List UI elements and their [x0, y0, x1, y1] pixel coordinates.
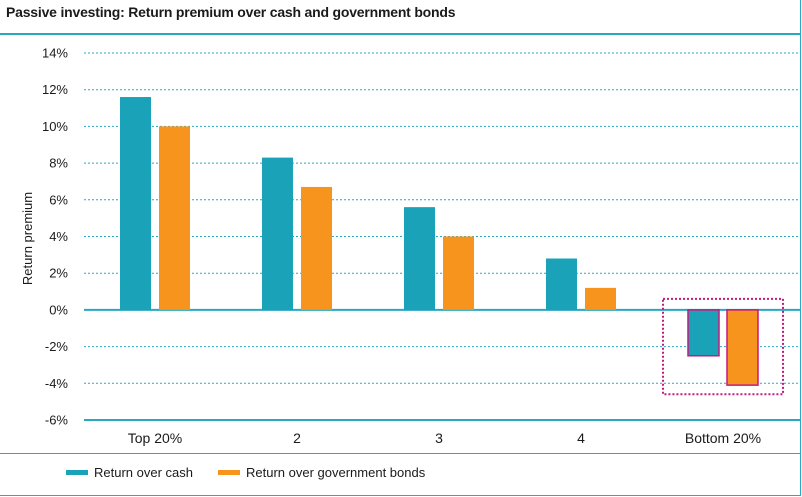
x-tick-label: Top 20% — [128, 430, 182, 446]
bar-return-over-cash — [546, 258, 577, 310]
legend-label-cash: Return over cash — [94, 464, 193, 480]
bar-return-over-cash — [404, 207, 435, 310]
y-tick-label: 14% — [42, 46, 68, 61]
y-tick-label: 0% — [49, 302, 68, 317]
y-tick-label: 6% — [49, 192, 68, 207]
bar-return-over-cash — [262, 157, 293, 310]
y-tick-label: 4% — [49, 229, 68, 244]
bar-return-over-government-bonds — [443, 236, 474, 310]
legend-item-cash: Return over cash — [66, 464, 193, 480]
legend-swatch-cash — [66, 469, 88, 475]
bar-return-over-government-bonds — [159, 126, 190, 310]
y-tick-label: -2% — [45, 339, 69, 354]
x-tick-label: Bottom 20% — [685, 430, 761, 446]
x-tick-label: 3 — [435, 430, 443, 446]
highlight-box — [662, 297, 784, 396]
bar-chart: 14% 12% 10% 8% 6% 4% 2% 0% -2% -4% -6% Return premi… — [20, 46, 800, 446]
x-tick-label: 4 — [577, 430, 585, 446]
x-tick-label: 2 — [293, 430, 301, 446]
y-tick-label: -6% — [45, 413, 69, 428]
bar-return-over-cash — [687, 309, 720, 357]
bar-return-over-government-bonds — [585, 287, 616, 310]
title-divider — [0, 33, 801, 35]
chart-title: Passive investing: Return premium over c… — [6, 4, 456, 20]
bar-return-over-cash — [120, 97, 151, 310]
y-tick-label: 10% — [42, 119, 68, 134]
bar-return-over-government-bonds — [726, 309, 759, 386]
y-tick-label: 12% — [42, 82, 68, 97]
legend-item-bonds: Return over government bonds — [218, 464, 425, 480]
bar-return-over-government-bonds — [301, 186, 332, 310]
legend-swatch-bonds — [218, 469, 240, 475]
y-axis-title: Return premium — [20, 192, 35, 285]
legend-divider — [0, 453, 801, 454]
y-tick-label: 8% — [49, 156, 68, 171]
y-tick-label: 2% — [49, 266, 68, 281]
legend-label-bonds: Return over government bonds — [246, 464, 426, 480]
y-tick-label: -4% — [45, 376, 69, 391]
